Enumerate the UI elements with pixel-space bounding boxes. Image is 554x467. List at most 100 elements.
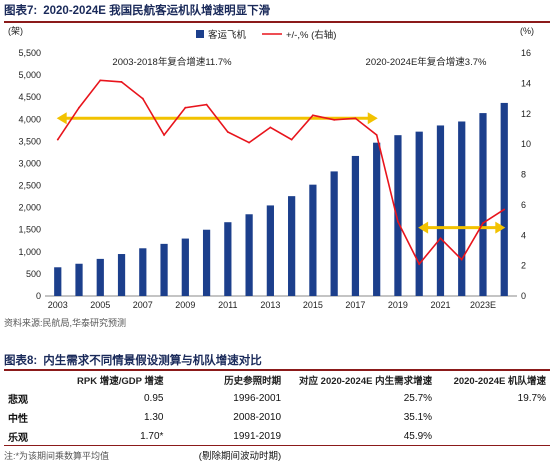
scenario-table: RPK 增速/GDP 增速 历史参照时期 对应 2020-2024E 内生需求增… <box>4 371 550 464</box>
figure7-title-text: 2020-2024E 我国民航客运机队增速明显下滑 <box>43 5 271 17</box>
table-cell: 25.7% <box>403 393 433 404</box>
header-cell: 对应 2020-2024E 内生需求增速 <box>299 376 433 387</box>
line-point-2009 <box>184 106 187 109</box>
line-point-2010 <box>205 103 208 106</box>
y-left-tick-label: 2,500 <box>18 181 41 191</box>
y-right-tick-label: 14 <box>521 78 531 88</box>
y-left-tick-label: 1,500 <box>18 225 41 235</box>
table-cell: 0.95 <box>143 393 164 404</box>
bar-2008 <box>160 243 168 296</box>
line-point-2006 <box>120 80 123 83</box>
table-cell: 35.1% <box>403 412 433 423</box>
table-cell: 45.9% <box>403 431 433 442</box>
line-point-2020 <box>418 263 421 266</box>
header-cell: RPK 增速/GDP 增速 <box>77 376 164 387</box>
y-left-tick-label: 5,500 <box>18 48 41 58</box>
x-tick-label: 2019 <box>388 300 408 310</box>
x-tick-label: 2023E <box>470 300 496 310</box>
y-right-tick-label: 10 <box>521 139 531 149</box>
combo-chart: (架) (%) 0 500 1,000 1,500 2,000 2,500 3,000 3,500… <box>8 26 534 310</box>
table-row: 中性 1.30 2008-2010 35.1% <box>4 408 550 427</box>
x-tick-label: 2005 <box>90 300 110 310</box>
bar-2005 <box>96 258 104 296</box>
bar-2020 <box>415 131 423 296</box>
figure7-label: 图表7: <box>4 5 38 17</box>
bar-2004 <box>75 263 83 296</box>
table-row: 悲观 0.95 1996-2001 25.7% 19.7% <box>4 389 550 408</box>
y-left-tick-label: 500 <box>26 269 41 279</box>
table-cell: 2008-2010 <box>233 412 282 423</box>
y-left-tick-label: 2,000 <box>18 203 41 213</box>
line-point-2008 <box>163 134 165 136</box>
bar-2009 <box>181 238 189 296</box>
y-left-tick-label: 3,000 <box>18 158 41 168</box>
y-right-tick-label: 2 <box>521 261 526 271</box>
y-left-tick-label: 4,500 <box>18 92 41 102</box>
y-right-tick-label: 12 <box>521 109 531 119</box>
table-cell: 1991-2019 <box>233 431 282 442</box>
table-rule <box>4 369 550 371</box>
bar-2010 <box>202 229 211 296</box>
table-header-row: RPK 增速/GDP 增速 历史参照时期 对应 2020-2024E 内生需求增… <box>4 371 550 389</box>
table-footnote-row: (剔除期间波动时期) <box>4 446 550 464</box>
y-left-tick-label: 0 <box>36 291 41 301</box>
table-cell: 1.30 <box>143 412 164 423</box>
y-right-tick-label: 6 <box>521 200 526 210</box>
bar-2014 <box>288 196 296 296</box>
x-tick-label: 2013 <box>260 300 280 310</box>
bar-2019 <box>394 135 402 296</box>
table-cell: 中性 <box>8 414 28 425</box>
bar-2015 <box>309 184 317 296</box>
table-footnote: (剔除期间波动时期) <box>198 451 282 462</box>
table-cell <box>436 427 550 446</box>
bar-2013 <box>266 205 274 296</box>
line-point-2023E <box>482 222 484 225</box>
y-right-tick-label: 0 <box>521 291 526 301</box>
annotation-cagr-2020-2024: 2020-2024E年复合增速3.7% <box>366 56 487 68</box>
line-point-2018 <box>375 134 378 136</box>
bar-2024E <box>500 102 508 297</box>
table-cell: 1996-2001 <box>233 393 282 404</box>
y-right-tick-label: 8 <box>521 170 526 180</box>
bar-2023E <box>479 113 487 296</box>
line-point-2016 <box>333 118 336 121</box>
table-cell: 乐观 <box>8 433 28 444</box>
x-tick-label: 2011 <box>218 300 237 310</box>
line-point-2014 <box>290 138 293 141</box>
y-left-tick-label: 3,500 <box>18 136 41 146</box>
header-cell <box>4 371 63 389</box>
line-point-2015 <box>311 114 314 117</box>
annotation-cagr-2003-2018: 2003-2018年复合增速11.7% <box>112 56 232 68</box>
y-right-unit-label: (%) <box>520 26 534 36</box>
bar-2012 <box>245 214 253 296</box>
bar-2018 <box>373 142 381 296</box>
table-cell <box>436 408 550 427</box>
legend-label-line: +/-,% (右轴) <box>286 29 336 41</box>
line-point-2012 <box>248 141 251 144</box>
line-point-2004 <box>78 106 80 109</box>
line-point-2022 <box>460 258 463 261</box>
table-note: 注:*为该期间乘数算平均值 <box>4 451 110 461</box>
figure7-title: 图表7: 2020-2024E 我国民航客运机队增速明显下滑 <box>4 2 550 20</box>
bar-2016 <box>330 171 338 296</box>
legend-swatch-bar <box>196 30 204 38</box>
y-right-tick-label: 4 <box>521 230 526 240</box>
header-cell: 历史参照时期 <box>224 376 282 387</box>
figure8-title-text: 内生需求不同情景假设测算与机队增速对比 <box>43 355 262 367</box>
y-right-tick-label: 16 <box>521 48 531 58</box>
table-cell: 悲观 <box>8 395 28 406</box>
chart-area: (架) (%) 0 500 1,000 1,500 2,000 2,500 3,000 3,500… <box>0 24 554 316</box>
x-tick-label: 2003 <box>48 300 68 310</box>
line-point-2005 <box>99 79 102 82</box>
x-tick-label: 2015 <box>303 300 323 310</box>
line-series-growth <box>57 79 505 266</box>
line-point-2019 <box>397 220 399 223</box>
source-note: 资料来源:民航局,华泰研究预测 <box>4 318 127 328</box>
x-tick-label: 2017 <box>345 300 365 310</box>
line-point-2017 <box>354 117 357 120</box>
x-tick-label: 2021 <box>430 300 450 310</box>
line-point-2007 <box>141 97 144 100</box>
bar-2011 <box>224 222 232 296</box>
table-row: 乐观 1.70* 1991-2019 45.9% <box>4 427 550 446</box>
bar-2022 <box>458 121 466 297</box>
